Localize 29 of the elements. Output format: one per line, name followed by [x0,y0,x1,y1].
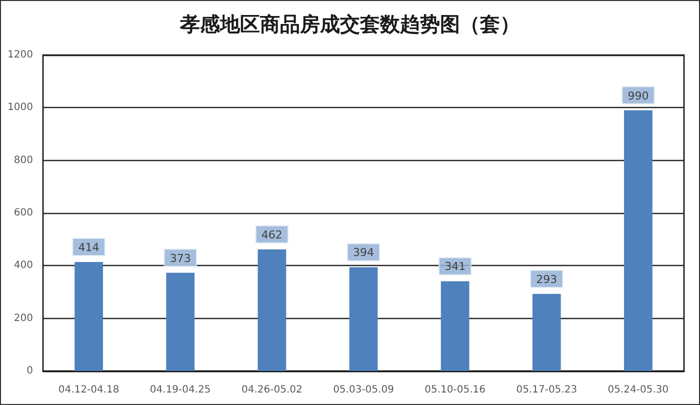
x-tick-label: 05.10-05.16 [424,384,486,396]
bar [166,272,195,371]
y-tick-label: 1000 [8,102,33,114]
bar [258,249,286,371]
y-tick-label: 200 [14,312,33,324]
chart-title: 孝感地区商品房成交套数趋势图（套） [179,12,520,36]
y-tick-label: 1200 [8,50,33,60]
data-label: 414 [78,240,100,254]
data-label: 990 [628,89,649,102]
data-label: 462 [261,228,282,242]
bar [532,294,561,371]
bar [349,267,378,371]
x-tick-label: 04.19-04.25 [150,384,211,396]
x-tick-label: 04.12-04.18 [58,384,120,396]
x-tick-label: 05.17-05.23 [516,384,578,396]
bar [624,110,652,371]
data-label: 341 [444,260,466,274]
bar [440,281,470,371]
x-tick-label: 05.24-05.30 [608,384,669,396]
y-tick-label: 400 [14,260,33,272]
bar [74,262,103,371]
data-label: 394 [353,246,374,260]
data-label: 293 [536,272,558,286]
x-tick-label: 04.26-05.02 [241,384,302,396]
y-tick-label: 800 [14,154,33,166]
y-tick-label: 600 [14,208,33,218]
data-label: 373 [170,252,191,265]
y-tick-label: 0 [26,366,33,376]
x-tick-label: 05.03-05.09 [333,384,394,396]
